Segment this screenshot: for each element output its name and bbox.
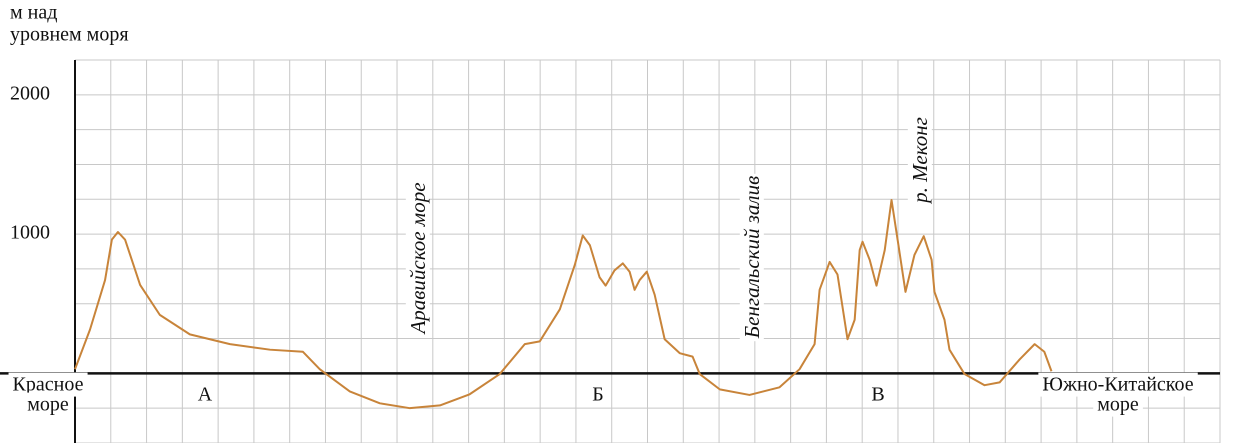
region-label: море	[27, 394, 69, 416]
label-bg	[867, 382, 889, 407]
y-axis-label: м над	[10, 2, 57, 24]
annotation: Бенгальский залив	[740, 176, 764, 339]
label-bg	[193, 382, 217, 407]
region-label: А	[198, 384, 213, 406]
region-label: В	[871, 384, 884, 406]
label-bg	[23, 392, 73, 417]
profile-line	[74, 198, 1053, 410]
label-bg	[588, 382, 608, 407]
y-tick-label: 2000	[10, 82, 50, 104]
region-label: море	[1097, 394, 1139, 416]
label-bg	[907, 115, 932, 207]
annotation: Аравийское море	[406, 182, 430, 335]
region-label: Б	[592, 384, 603, 406]
y-tick-label: 1000	[10, 222, 50, 244]
annotation: р. Меконг	[908, 117, 932, 205]
region-label: Южно-Китайское	[1042, 374, 1193, 396]
label-bg	[1093, 392, 1143, 417]
label-bg	[405, 180, 430, 338]
region-label: Красное	[13, 374, 84, 396]
label-bg	[739, 173, 764, 342]
y-axis-label: уровнем моря	[10, 24, 129, 46]
grid	[74, 59, 1221, 443]
